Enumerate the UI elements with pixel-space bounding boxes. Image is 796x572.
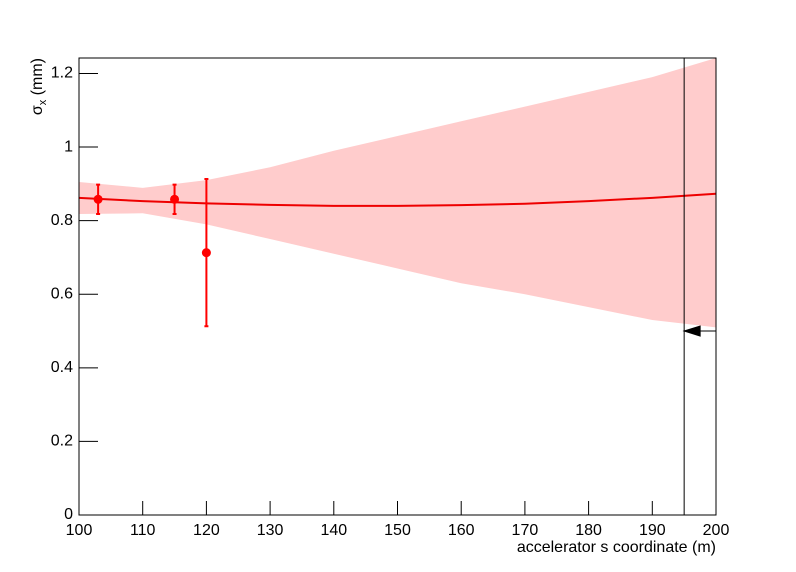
y-tick-label: 0.8 xyxy=(51,212,73,229)
arrow xyxy=(682,325,716,337)
x-tick-label: 150 xyxy=(384,522,411,539)
fit-line xyxy=(78,192,717,207)
x-tick-label: 160 xyxy=(448,522,475,539)
x-tick-label: 120 xyxy=(193,522,220,539)
x-tick-label: 180 xyxy=(575,522,602,539)
y-axis-title: σx (mm) xyxy=(29,58,49,115)
data-point xyxy=(93,194,103,204)
data-point xyxy=(170,194,180,204)
y-tick-label: 0 xyxy=(64,506,73,523)
y-title-symbol: σ xyxy=(29,105,46,115)
y-tick-label: 0.4 xyxy=(51,359,73,376)
y-title-unit: (mm) xyxy=(29,58,46,100)
y-tick-label: 1.2 xyxy=(51,65,73,82)
x-tick-label: 190 xyxy=(639,522,666,539)
x-tick-label: 200 xyxy=(703,522,730,539)
y-tick-label: 0.2 xyxy=(51,433,73,450)
x-tick-label: 110 xyxy=(130,522,156,539)
y-tick-label: 0.6 xyxy=(51,285,73,302)
x-axis-title: accelerator s coordinate (m) xyxy=(517,539,716,556)
y-title-subscript: x xyxy=(37,99,49,105)
confidence-band xyxy=(79,58,716,328)
x-tick-label: 100 xyxy=(66,522,93,539)
data-point xyxy=(201,248,211,258)
x-tick-label: 130 xyxy=(257,522,284,539)
y-tick-label: 1 xyxy=(64,138,73,155)
x-tick-label: 140 xyxy=(320,522,347,539)
x-tick-label: 170 xyxy=(512,522,539,539)
